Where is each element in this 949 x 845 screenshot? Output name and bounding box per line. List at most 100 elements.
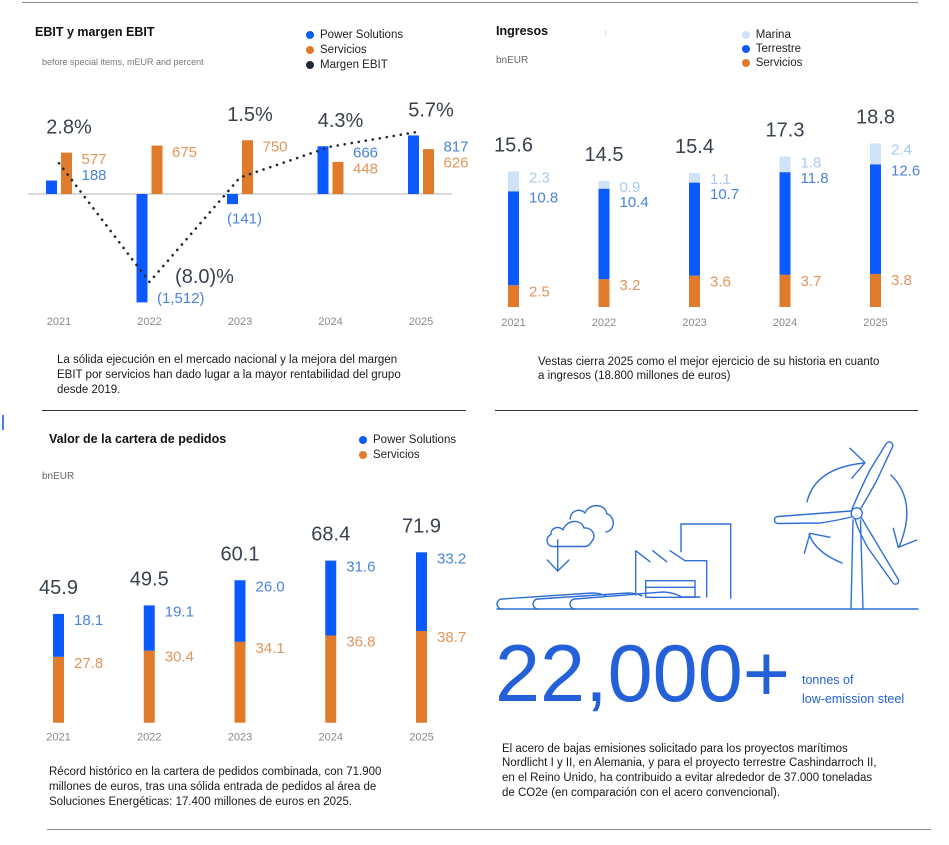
bar-power-solutions-2022 [143,605,155,651]
legend-item-marina: Marina [741,28,791,42]
bar-servicios-2022 [598,279,610,307]
factory-roof [669,550,708,598]
note-line: millones de euros, tras una sólida entra… [49,780,377,793]
total-label-2021: 15.6 [494,134,533,156]
note-line: desde 2019. [57,383,121,396]
x-tick-label: 2025 [409,316,433,328]
rotation-arrowhead [849,447,866,479]
value-label-servicios-2021: 27.8 [74,655,103,672]
total-label-2024: 17.3 [766,119,805,141]
cloud-back [569,504,614,533]
value-label-servicios-2022: 30.4 [165,649,194,666]
lying-blade [569,591,701,610]
bar-marina-2022 [598,180,610,189]
legend-item-margen-ebit: Margen EBIT [306,58,388,72]
total-label-2025: 18.8 [856,106,895,128]
value-label-servicios-2025: 626 [444,155,469,172]
bar-power-solutions-2024 [325,560,337,636]
ebit-note: La sólida ejecución en el mercado nacion… [57,353,401,398]
x-tick-label: 2024 [318,316,342,328]
rotation-arrowhead [803,532,831,554]
arrow-down-icon [546,539,570,572]
value-label-marina-2022: 0.9 [620,179,641,196]
legend-item-power-solutions: Power Solutions [306,28,403,42]
turbine-tower [850,519,854,610]
legend-label: Power Solutions [373,434,457,446]
value-label-terrestre-2024: 11.8 [801,170,829,187]
value-label-servicios-2024: 3.7 [801,273,822,290]
value-label-power-solutions-2023: 26.0 [256,578,285,595]
unit-line: tonnes of [802,673,854,687]
x-tick-label: 2021 [46,731,70,743]
arrow-head [546,559,570,572]
bar-power-solutions-2023 [227,194,238,205]
margin-label-2024: 4.3% [318,110,364,132]
bar-servicios-2021 [508,285,519,307]
margin-ebit-line [57,130,423,285]
value-label-servicios-2025: 38.7 [437,629,466,646]
ingresos-title: Ingresos [496,24,549,39]
x-tick-label: 2022 [137,731,161,743]
note-line: EBIT por servicios han dado lugar a la m… [57,368,401,381]
rotation-arrowhead [892,527,918,548]
wind-turbine-icon [773,441,900,610]
factory-tower [680,523,732,599]
value-label-power-solutions-2023: (141) [227,211,262,228]
legend-label: Servicios [320,44,367,56]
legend-label: Servicios [755,57,803,69]
total-label-2025: 71.9 [402,515,441,537]
value-label-servicios-2021: 577 [82,151,107,168]
steel-tonnes-value: 22,000+ [495,629,791,720]
bar-servicios-2023 [234,641,246,723]
margin-label-2022: (8.0)% [175,266,234,288]
bar-power-solutions-2021 [46,180,57,194]
rotation-arc [890,474,908,548]
x-tick-label: 2021 [501,317,525,329]
x-tick-label: 2021 [47,316,71,328]
steel-tonnes-unit: tonnes of low-emission steel [802,671,904,710]
ebit-subtitle: before special items, mEUR and percent [42,56,204,67]
legend-dot-icon [741,31,750,39]
turbine-blades-icon [496,591,701,610]
value-label-terrestre-2023: 10.7 [710,186,739,203]
value-label-servicios-2022: 675 [172,144,197,161]
note-line: Soluciones Energéticas: 17.400 millones … [49,795,353,808]
value-label-marina-2025: 2.4 [891,141,912,158]
steel-note: El acero de bajas emisiones solicitado p… [502,742,877,801]
cartera-chart: 18.1 27.8 45.9 2021 19.1 30.4 49.5 2022 26.0 34.1… [39,515,466,743]
note-line: Récord histórico en la cartera de pedido… [49,765,382,778]
legend-dot-icon [306,46,314,54]
note-line: La sólida ejecución en el mercado nacion… [57,353,398,366]
bar-terrestre-2024 [779,172,791,275]
note-line: en el Reino Unido, ha contribuido a evit… [502,772,873,785]
x-tick-label: 2025 [409,731,433,743]
legend-dot-icon [741,59,750,67]
total-label-2024: 68.4 [311,524,350,546]
bar-terrestre-2022 [598,188,610,280]
note-line: de CO2e (en comparación con el acero con… [502,786,781,799]
cartera-note: Récord histórico en la cartera de pedido… [49,765,381,810]
value-label-power-solutions-2021: 18.1 [74,612,103,629]
legend-dot-icon [359,451,367,459]
bar-power-solutions-2024 [317,146,329,194]
rotation-arc [806,462,865,503]
bar-terrestre-2021 [508,191,519,286]
value-label-servicios-2021: 2.5 [529,283,550,300]
bar-power-solutions-2025 [416,552,427,631]
factory-icon [635,523,732,599]
bar-servicios-2024 [332,161,344,194]
legend-label: Terrestre [755,43,802,55]
bar-servicios-2024 [779,274,791,307]
factory-roof [652,550,668,563]
bar-servicios-2025 [423,149,434,194]
faint-tick-mark [605,30,606,36]
bar-servicios-2025 [870,273,881,307]
legend-dot-icon [306,31,314,39]
bar-power-solutions-2023 [234,580,246,642]
text-cursor [2,415,4,430]
margin-label-2023: 1.5% [227,104,273,126]
legend-label: Servicios [373,449,420,461]
legend-item-servicios: Servicios [306,43,367,57]
value-label-marina-2023: 1.1 [710,171,731,188]
